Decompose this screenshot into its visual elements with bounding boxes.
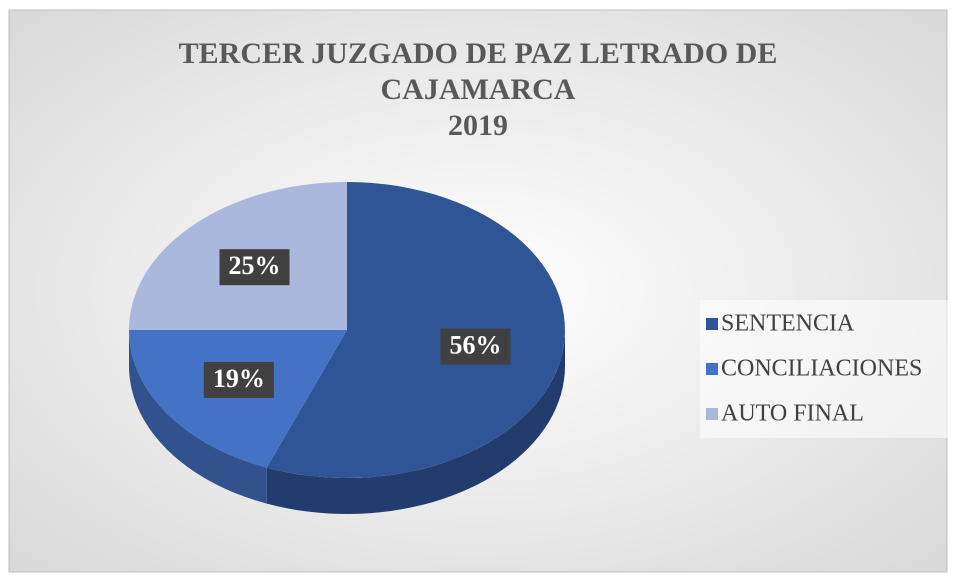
legend-label: SENTENCIA — [721, 311, 855, 337]
legend-swatch — [706, 408, 718, 420]
pie-side — [129, 330, 267, 504]
pie-side — [266, 330, 565, 514]
pie-slice — [129, 330, 347, 468]
data-label: 25% — [229, 251, 281, 280]
legend-label: CONCILIACIONES — [721, 356, 922, 382]
legend-swatch — [706, 363, 718, 375]
legend-background — [700, 300, 948, 438]
titles: TERCER JUZGADO DE PAZ LETRADO DE CAJAMAR… — [138, 36, 818, 144]
data-label: 19% — [213, 364, 265, 393]
data-label-box — [440, 328, 511, 365]
legend-swatch — [706, 318, 718, 330]
legend-label: AUTO FINAL — [721, 401, 864, 427]
chart-title: TERCER JUZGADO DE PAZ LETRADO DE CAJAMAR… — [178, 37, 778, 106]
data-label-box — [203, 361, 274, 398]
chart-subtitle: 2019 — [448, 109, 508, 142]
data-label-box — [219, 249, 290, 286]
data-label: 56% — [449, 331, 501, 360]
pie-slice — [266, 182, 565, 478]
